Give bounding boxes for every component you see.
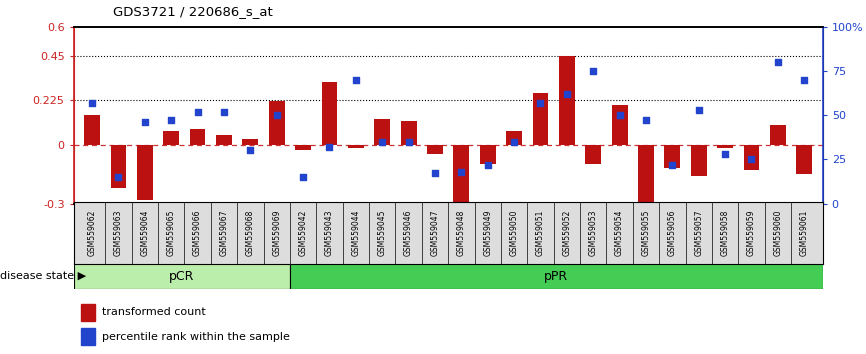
Text: GSM559062: GSM559062 <box>87 210 97 256</box>
Point <box>586 68 600 74</box>
Text: GSM559051: GSM559051 <box>536 210 545 256</box>
Point <box>322 144 336 150</box>
Point <box>692 107 706 113</box>
Bar <box>744 144 759 170</box>
Point <box>798 77 811 82</box>
Text: percentile rank within the sample: percentile rank within the sample <box>102 332 290 342</box>
Text: GSM559065: GSM559065 <box>166 210 176 256</box>
Text: pCR: pCR <box>169 270 195 282</box>
Text: GDS3721 / 220686_s_at: GDS3721 / 220686_s_at <box>113 5 272 18</box>
Text: GSM559044: GSM559044 <box>352 210 360 256</box>
Bar <box>137 144 152 200</box>
Bar <box>81 304 94 321</box>
Point <box>745 156 759 162</box>
Bar <box>533 93 548 144</box>
Bar <box>111 144 126 188</box>
Bar <box>321 82 338 144</box>
Bar <box>717 144 733 148</box>
Point <box>191 109 204 114</box>
Point <box>771 59 785 65</box>
Text: GSM559048: GSM559048 <box>457 210 466 256</box>
Text: GSM559060: GSM559060 <box>773 210 782 256</box>
Bar <box>797 144 812 174</box>
Bar <box>638 144 654 201</box>
Text: GSM559049: GSM559049 <box>483 210 492 256</box>
Point <box>533 100 547 105</box>
Bar <box>164 131 179 144</box>
Text: GSM559061: GSM559061 <box>799 210 809 256</box>
Point <box>217 109 231 114</box>
Text: GSM559046: GSM559046 <box>404 210 413 256</box>
Bar <box>691 144 707 176</box>
Point <box>560 91 574 97</box>
Text: pPR: pPR <box>544 270 568 282</box>
Text: GSM559045: GSM559045 <box>378 210 387 256</box>
Point <box>402 139 416 144</box>
Text: GSM559043: GSM559043 <box>325 210 334 256</box>
Text: disease state ▶: disease state ▶ <box>0 270 86 280</box>
Bar <box>295 144 311 150</box>
Bar <box>427 144 443 154</box>
Bar <box>454 144 469 204</box>
Text: GSM559042: GSM559042 <box>299 210 307 256</box>
Bar <box>348 144 364 148</box>
Bar <box>216 135 232 144</box>
Text: GSM559064: GSM559064 <box>140 210 149 256</box>
Bar <box>611 105 628 144</box>
Bar <box>480 144 495 164</box>
Text: GSM559057: GSM559057 <box>695 210 703 256</box>
Point <box>507 139 521 144</box>
Point <box>665 162 679 167</box>
Bar <box>74 264 290 289</box>
Point <box>296 174 310 180</box>
Text: GSM559055: GSM559055 <box>642 210 650 256</box>
Bar <box>290 264 823 289</box>
Bar <box>559 56 575 144</box>
Point <box>138 119 152 125</box>
Bar <box>268 101 285 144</box>
Bar <box>585 144 601 164</box>
Text: GSM559056: GSM559056 <box>668 210 677 256</box>
Text: GSM559054: GSM559054 <box>615 210 624 256</box>
Point <box>375 139 389 144</box>
Text: GSM559066: GSM559066 <box>193 210 202 256</box>
Text: GSM559047: GSM559047 <box>430 210 439 256</box>
Text: GSM559063: GSM559063 <box>114 210 123 256</box>
Bar <box>507 131 522 144</box>
Text: GSM559050: GSM559050 <box>509 210 519 256</box>
Bar <box>374 119 390 144</box>
Text: GSM559053: GSM559053 <box>589 210 598 256</box>
Text: GSM559058: GSM559058 <box>721 210 730 256</box>
Point <box>270 112 284 118</box>
Bar <box>190 129 205 144</box>
Point <box>112 174 126 180</box>
Point <box>481 162 494 167</box>
Bar <box>81 328 94 345</box>
Bar <box>84 115 100 144</box>
Point <box>639 118 653 123</box>
Text: GSM559059: GSM559059 <box>747 210 756 256</box>
Text: GSM559067: GSM559067 <box>219 210 229 256</box>
Point <box>428 171 442 176</box>
Text: GSM559052: GSM559052 <box>562 210 572 256</box>
Point <box>349 77 363 82</box>
Point <box>612 112 626 118</box>
Point <box>243 148 257 153</box>
Point <box>85 100 99 105</box>
Point <box>455 169 469 175</box>
Text: GSM559069: GSM559069 <box>272 210 281 256</box>
Bar <box>770 125 785 144</box>
Bar <box>242 139 258 144</box>
Point <box>165 118 178 123</box>
Bar <box>401 121 417 144</box>
Text: GSM559068: GSM559068 <box>246 210 255 256</box>
Bar <box>664 144 681 168</box>
Point <box>718 151 732 157</box>
Text: transformed count: transformed count <box>102 308 206 318</box>
